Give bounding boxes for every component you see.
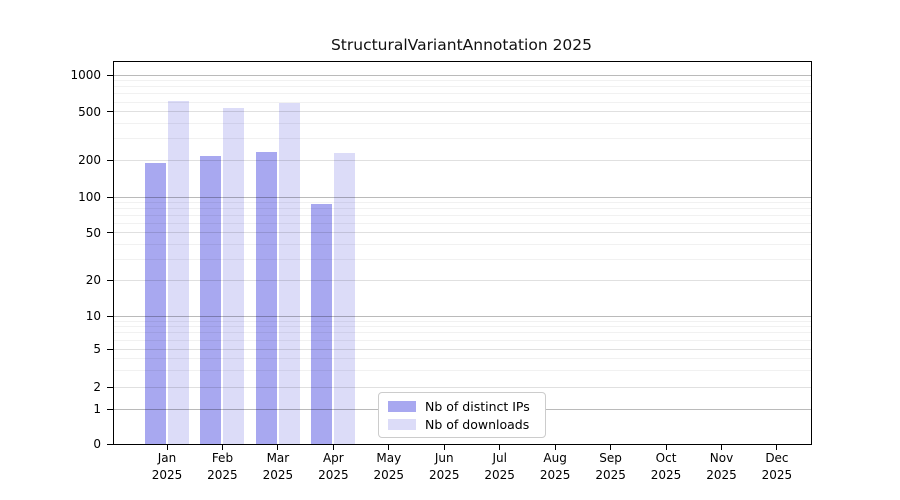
bars-layer <box>114 62 811 444</box>
bar <box>255 152 277 444</box>
x-tick-mark <box>277 445 279 450</box>
gridline <box>114 93 811 95</box>
gridline <box>114 111 811 113</box>
y-tick-label: 500 <box>78 104 101 119</box>
x-tick-mark <box>221 445 223 450</box>
gridline <box>114 208 811 210</box>
x-tick-mark <box>721 445 722 450</box>
grid-layer <box>114 62 811 444</box>
gridline <box>114 214 811 216</box>
y-tick-mark <box>107 443 113 445</box>
x-tick-mark <box>499 445 501 450</box>
legend-swatch-downloads <box>388 418 416 430</box>
legend: Nb of distinct IPs Nb of downloads <box>378 392 546 438</box>
gridline <box>114 138 811 140</box>
x-tick-mark <box>332 445 334 450</box>
gridline <box>114 369 811 371</box>
y-tick-mark <box>107 159 113 161</box>
gridline <box>114 315 811 317</box>
x-tick-label: Jul 2025 <box>484 451 515 482</box>
y-tick-mark <box>107 74 113 76</box>
y-tick-label: 2 <box>93 380 101 394</box>
gridline <box>114 232 811 234</box>
y-tick-mark <box>107 196 113 198</box>
gridline <box>114 357 811 359</box>
x-tick-label: Jun 2025 <box>428 451 460 482</box>
legend-label-distinct-ips: Nb of distinct IPs <box>425 398 530 414</box>
x-tick-mark <box>166 445 168 450</box>
gridline <box>114 123 811 125</box>
y-tick-mark <box>107 348 113 350</box>
bar <box>200 156 222 444</box>
x-tick-mark <box>665 445 667 450</box>
y-tick-mark <box>107 315 113 317</box>
gridline <box>114 80 811 82</box>
gridline <box>114 348 811 350</box>
bar <box>334 152 356 444</box>
x-tick-mark <box>610 445 612 450</box>
gridline <box>114 101 811 103</box>
plot-area <box>113 61 812 445</box>
y-tick-label: 200 <box>78 153 101 168</box>
gridline <box>114 196 811 198</box>
y-tick-mark <box>107 111 113 113</box>
gridline <box>114 258 811 260</box>
legend-label-downloads: Nb of downloads <box>425 416 530 432</box>
y-tick-label: 5 <box>93 342 101 356</box>
gridline <box>114 320 811 322</box>
x-tick-mark <box>443 445 445 450</box>
gridline <box>114 326 811 328</box>
x-tick-label: Sep 2025 <box>595 451 626 482</box>
x-tick-mark <box>554 445 556 450</box>
gridline <box>114 74 811 76</box>
chart-title: StructuralVariantAnnotation 2025 <box>330 36 593 54</box>
y-tick-mark <box>107 408 113 410</box>
gridline <box>114 243 811 245</box>
x-tick-label: Dec 2025 <box>761 451 793 482</box>
gridline <box>114 159 811 161</box>
y-tick-label: 1000 <box>70 68 101 82</box>
y-tick-label: 10 <box>85 309 101 323</box>
bar <box>223 107 245 444</box>
y-tick-mark <box>107 386 113 388</box>
bar <box>311 204 333 444</box>
x-tick-label: Feb 2025 <box>207 451 238 482</box>
legend-swatch-distinct-ips <box>388 400 416 412</box>
legend-item-downloads: Nb of downloads <box>379 417 545 432</box>
x-tick-label: May 2025 <box>373 451 405 482</box>
gridline <box>114 201 811 203</box>
gridline <box>114 332 811 334</box>
gridline <box>114 339 811 341</box>
y-tick-label: 20 <box>85 273 101 288</box>
bar <box>168 101 189 444</box>
gridline <box>114 86 811 88</box>
y-tick-mark <box>107 232 113 234</box>
y-tick-label: 0 <box>93 437 101 451</box>
legend-item-distinct-ips: Nb of distinct IPs <box>379 399 545 414</box>
y-tick-mark <box>107 279 113 281</box>
x-tick-mark <box>388 445 390 450</box>
bar <box>278 102 300 444</box>
x-tick-label: Apr 2025 <box>318 451 349 482</box>
x-tick-mark <box>776 445 778 450</box>
y-tick-label: 100 <box>78 190 101 204</box>
bar <box>145 163 166 444</box>
x-tick-label: Jan 2025 <box>151 451 183 482</box>
x-tick-label: Mar 2025 <box>262 451 294 482</box>
gridline <box>114 279 811 281</box>
x-tick-label: Nov 2025 <box>706 451 737 482</box>
gridline <box>114 386 811 388</box>
y-tick-label: 1 <box>93 402 101 416</box>
x-tick-label: Oct 2025 <box>650 451 682 482</box>
gridline <box>114 222 811 224</box>
y-tick-label: 50 <box>85 225 101 240</box>
x-tick-label: Aug 2025 <box>539 451 571 482</box>
